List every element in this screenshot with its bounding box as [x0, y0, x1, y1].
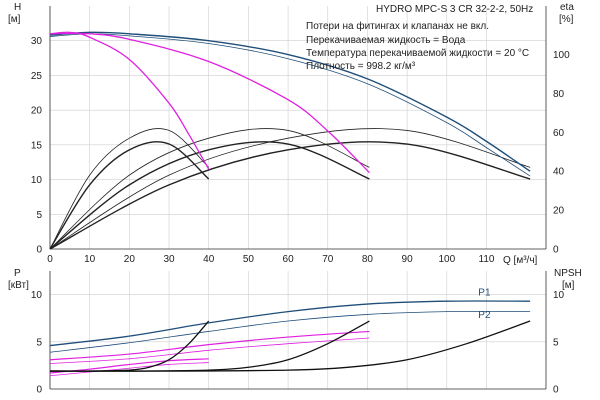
- top-eta-tick-label: 100: [553, 50, 570, 61]
- top-eta-tick-label: 60: [553, 128, 565, 139]
- note-1: Потери на фитингах и клапанах не вкл.: [306, 20, 489, 32]
- npsh-curve: [49, 320, 531, 372]
- note-3: Температура перекачиваемой жидкости = 20…: [306, 48, 529, 59]
- head-curve: [49, 31, 210, 170]
- tick-labels: 0 10 20 30 40 50 60 70 80 90 100 110051015202530020…: [31, 36, 570, 395]
- bottom-grid: [49, 271, 547, 390]
- bottom-npsh-tick-label: 10: [553, 290, 565, 301]
- note-4: Плотность = 998.2 кг/м³: [306, 61, 416, 72]
- top-ylabel-right: eta: [560, 2, 574, 13]
- top-ylabel-right-unit: [%]: [559, 14, 574, 25]
- x-tick-label: 110: [479, 254, 495, 265]
- x-tick-label: 100: [438, 254, 455, 265]
- x-tick-label: 70: [322, 254, 334, 265]
- top-eta-tick-label: 0: [553, 245, 559, 256]
- p2-label: P2: [478, 310, 491, 321]
- top-y-tick-label: 25: [31, 71, 43, 82]
- efficiency-curve: [49, 141, 370, 250]
- efficiency-curve: [49, 128, 531, 250]
- efficiency-curve: [49, 128, 209, 250]
- top-curves: [49, 31, 531, 250]
- x-tick-label: 0: [47, 254, 53, 265]
- power-curve: [49, 337, 370, 364]
- top-y-tick-label: 5: [36, 210, 42, 221]
- npsh-curve: [49, 320, 370, 372]
- head-curve: [49, 33, 531, 177]
- x-tick-label: 40: [203, 254, 215, 265]
- bottom-p-tick-label: 0: [36, 385, 42, 396]
- x-tick-label: 20: [124, 254, 136, 265]
- bottom-npsh-tick-label: 5: [553, 337, 559, 348]
- top-ylabel-left-unit: [м]: [8, 14, 21, 25]
- bottom-ylabel-right: NPSH: [554, 268, 582, 279]
- power-curve: [49, 300, 531, 347]
- top-y-tick-label: 0: [36, 245, 42, 256]
- bottom-p-tick-label: 5: [36, 337, 42, 348]
- top-grid: [49, 6, 547, 250]
- bottom-curves: [49, 300, 531, 377]
- top-eta-tick-label: 40: [553, 167, 565, 178]
- power-curve: [49, 362, 209, 377]
- bottom-ylabel-left: P: [14, 268, 21, 279]
- x-tick-label: 60: [283, 254, 295, 265]
- bottom-ylabel-right-unit: [м]: [562, 280, 575, 291]
- top-y-tick-label: 20: [31, 106, 43, 117]
- chart-title: HYDRO MPC-S 3 CR 32-2-2, 50Hz: [376, 4, 533, 15]
- note-2: Перекачиваемая жидкость = Вода: [306, 35, 466, 46]
- x-tick-label: 30: [163, 254, 175, 265]
- top-ylabel-left: H: [14, 2, 21, 13]
- head-curve: [49, 31, 531, 172]
- x-tick-label: 50: [243, 254, 255, 265]
- x-tick-label: 90: [402, 254, 414, 265]
- top-y-tick-label: 15: [31, 140, 43, 151]
- top-y-tick-label: 30: [31, 36, 43, 47]
- power-curve: [49, 310, 531, 353]
- x-tick-label: 80: [362, 254, 374, 265]
- head-curve: [49, 32, 370, 174]
- top-eta-tick-label: 80: [553, 89, 565, 100]
- top-y-tick-label: 10: [31, 175, 43, 186]
- power-curve: [49, 330, 370, 361]
- bottom-ylabel-left-unit: [кВт]: [8, 280, 29, 291]
- efficiency-curve: [49, 128, 370, 250]
- bottom-p-tick-label: 10: [31, 290, 43, 301]
- top-eta-tick-label: 20: [553, 206, 565, 217]
- top-xlabel: Q [м³/ч]: [503, 255, 538, 266]
- efficiency-curve: [49, 141, 531, 250]
- x-tick-label: 10: [84, 254, 96, 265]
- efficiency-curve: [49, 141, 210, 250]
- bottom-npsh-tick-label: 0: [553, 385, 559, 396]
- p1-label: P1: [478, 288, 491, 299]
